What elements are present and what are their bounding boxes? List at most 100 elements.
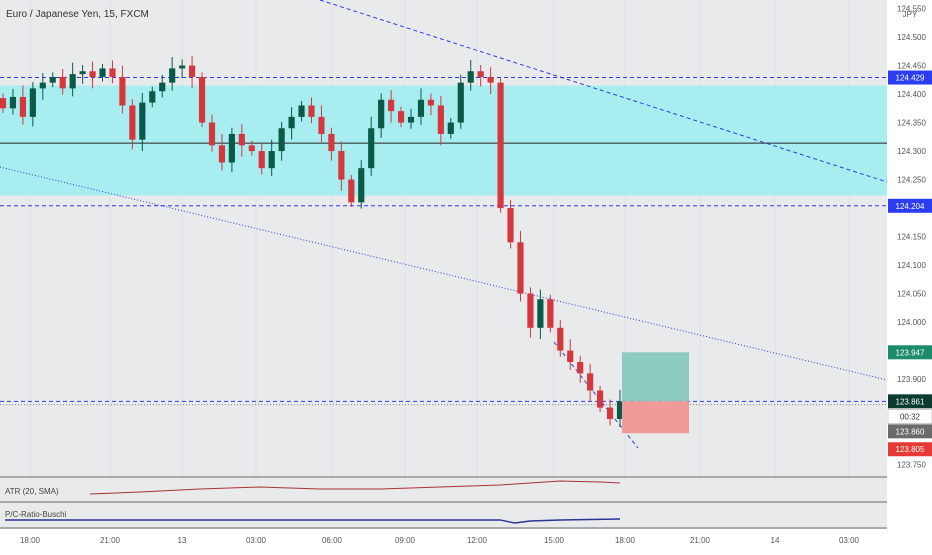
- candle-body: [437, 105, 444, 134]
- price-tick-label: 124.050: [897, 290, 926, 299]
- candle-body: [457, 82, 464, 123]
- candle-body: [407, 116, 415, 123]
- candle-body: [59, 76, 66, 89]
- candle-body: [567, 350, 574, 362]
- candle-body: [278, 128, 285, 152]
- candle-body: [179, 65, 186, 69]
- time-tick-label: 21:00: [690, 536, 711, 545]
- price-tick-label: 124.300: [897, 147, 926, 156]
- candle-body: [358, 168, 365, 203]
- candle-body: [29, 88, 36, 117]
- candle-layer: [0, 55, 624, 427]
- time-tick-label: 12:00: [467, 536, 488, 545]
- atr-indicator-label: ATR (20, SMA): [5, 487, 59, 496]
- descending-trendline: [319, 0, 888, 183]
- price-tick-label: 124.150: [897, 233, 926, 242]
- time-tick-label: 13: [178, 536, 187, 545]
- time-tick-label: 14: [771, 536, 780, 545]
- candle-body: [228, 133, 235, 163]
- candle-body: [129, 105, 136, 140]
- price-tick-label: 123.900: [897, 375, 926, 384]
- price-label-box: [887, 409, 932, 424]
- candle-body: [368, 128, 375, 169]
- candle-body: [328, 133, 335, 152]
- candle-body: [79, 71, 86, 75]
- candle-body: [99, 68, 106, 77]
- stop-box: [622, 401, 689, 434]
- candle-body: [537, 299, 544, 328]
- candle-body: [69, 74, 76, 89]
- price-tick-label: 124.400: [897, 90, 926, 99]
- price-label-box: [888, 345, 932, 360]
- price-tick-label: 124.000: [897, 318, 926, 327]
- price-label-text: 123.860: [896, 427, 925, 436]
- indicator-layer: [0, 476, 887, 529]
- time-tick-label: 03:00: [246, 536, 267, 545]
- candle-body: [288, 116, 295, 129]
- candle-body: [378, 99, 385, 129]
- candle-body: [268, 151, 275, 169]
- position-layer: [622, 352, 689, 434]
- candle-body: [218, 145, 226, 163]
- candle-body: [298, 105, 305, 117]
- candle-body: [188, 65, 196, 77]
- candle-body: [159, 82, 166, 92]
- candle-body: [547, 299, 554, 328]
- time-axis-background: [0, 528, 887, 550]
- pc-ratio-line: [5, 518, 621, 524]
- candle-body: [119, 76, 126, 106]
- price-label-box: [888, 394, 932, 409]
- candle-body: [497, 82, 504, 209]
- time-tick-label: 18:00: [615, 536, 636, 545]
- candle-body: [477, 71, 484, 77]
- candle-body: [557, 327, 564, 351]
- price-label-text: 124.429: [896, 74, 925, 83]
- candle-body: [348, 179, 355, 203]
- candle-body: [139, 102, 146, 140]
- time-tick-label: 06:00: [322, 536, 343, 545]
- time-tick-label: 21:00: [100, 536, 121, 545]
- candle-body: [9, 96, 17, 109]
- price-tick-label: 124.250: [897, 176, 926, 185]
- price-tick-label: 124.500: [897, 33, 926, 42]
- candle-body: [318, 116, 325, 134]
- price-tick-label: 124.550: [897, 5, 926, 14]
- candle-body: [238, 133, 245, 146]
- chart-title: Euro / Japanese Yen, 15, FXCM: [6, 9, 149, 20]
- dotted-trendline: [0, 166, 888, 381]
- plot-background: [0, 0, 887, 476]
- candle-body: [169, 68, 176, 83]
- candle-body: [248, 145, 255, 152]
- candle-body: [198, 76, 206, 123]
- candle-body: [109, 68, 116, 77]
- atr-pane: [0, 478, 887, 501]
- candle-body: [208, 122, 216, 146]
- price-label-box: [888, 442, 932, 457]
- price-tick-label: 124.350: [897, 119, 926, 128]
- candle-body: [0, 98, 7, 109]
- candle-body: [49, 76, 56, 83]
- pc-pane: [0, 503, 887, 527]
- price-tick-label: 123.750: [897, 461, 926, 470]
- candle-body: [447, 122, 454, 134]
- candle-body: [427, 99, 435, 106]
- time-tick-label: 09:00: [395, 536, 416, 545]
- price-tick-label: 124.100: [897, 261, 926, 270]
- pc-ratio-indicator-label: P/C-Ratio-Buschi: [5, 510, 67, 519]
- atr-line: [89, 480, 621, 495]
- candle-body: [606, 407, 614, 419]
- price-label-text: 123.805: [896, 445, 925, 454]
- resistance-zone: [0, 85, 887, 196]
- time-tick-label: 15:00: [544, 536, 565, 545]
- candle-body: [527, 293, 534, 328]
- candle-body: [308, 105, 315, 117]
- candle-body: [258, 151, 265, 169]
- candle-body: [487, 76, 494, 83]
- price-label-text: 123.861: [896, 397, 925, 406]
- candle-body: [19, 96, 26, 117]
- candle-body: [39, 82, 46, 89]
- price-label-box: [888, 70, 932, 85]
- price-label-box: [888, 198, 932, 213]
